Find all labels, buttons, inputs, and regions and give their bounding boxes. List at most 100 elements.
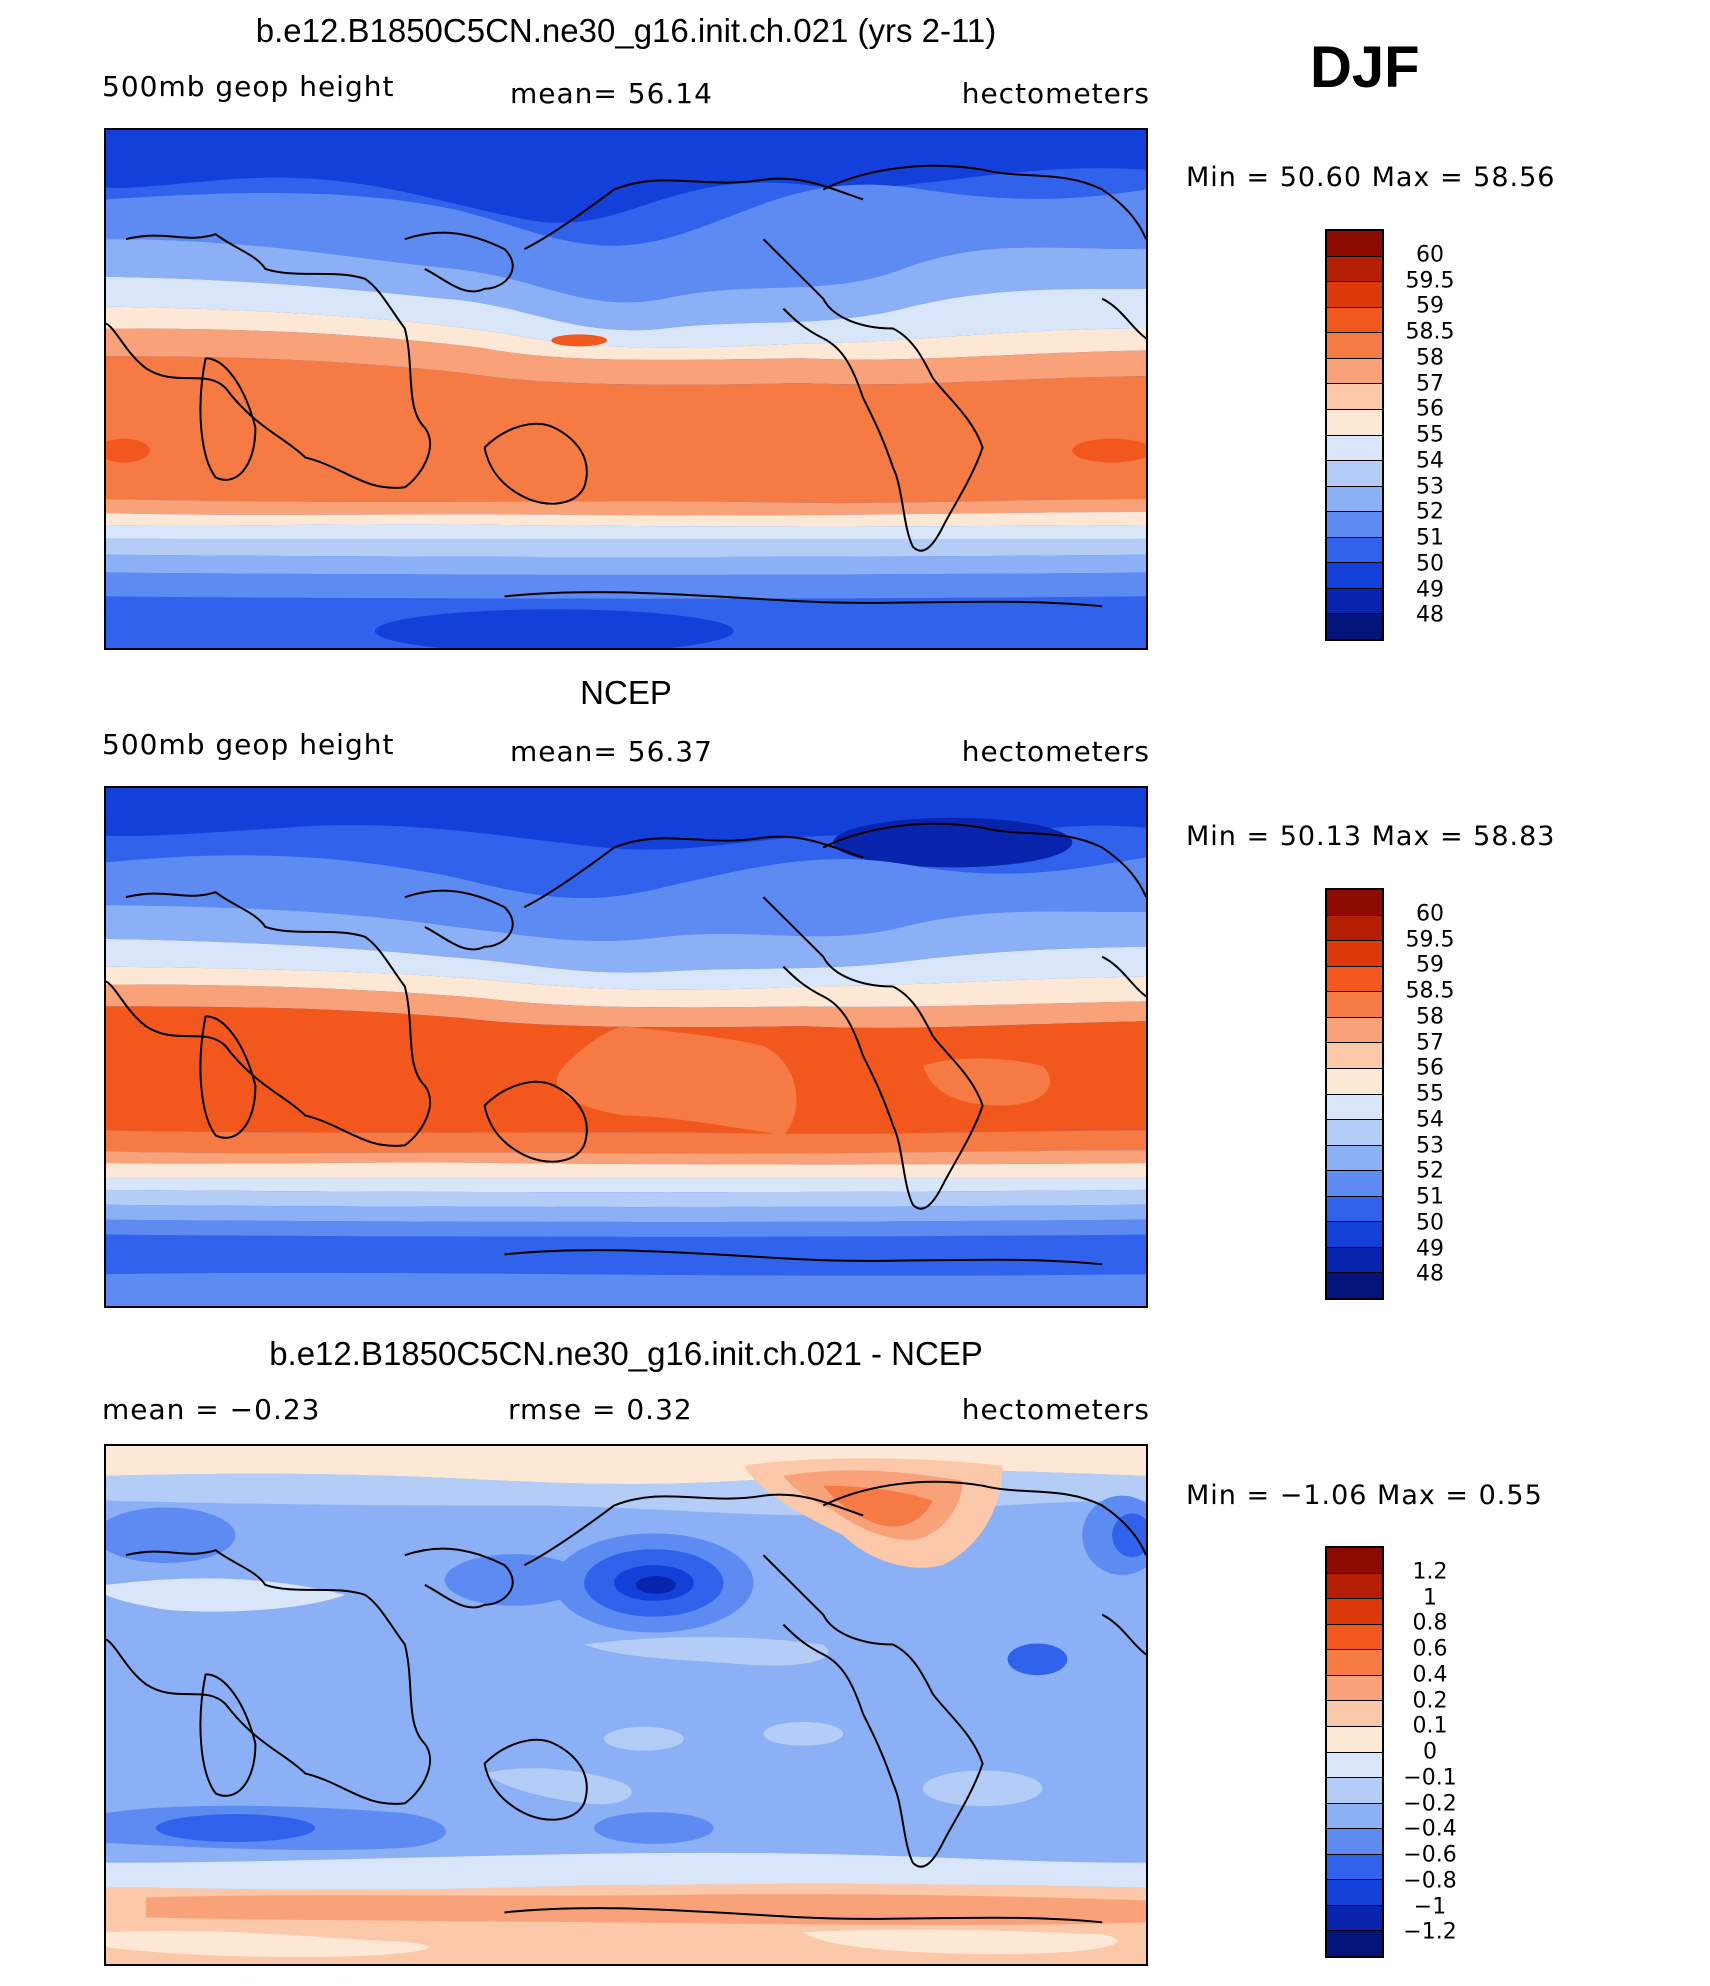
colorbar-swatch [1327,282,1382,308]
colorbar-swatch [1327,1573,1382,1600]
panel-1-map [104,128,1148,650]
colorbar-swatch [1327,1599,1382,1625]
colorbar-tick-label: 0.1 [1412,1713,1448,1739]
colorbar-tick-label: 48 [1416,602,1444,628]
colorbar-tick-label: −0.2 [1403,1791,1457,1816]
panel-3-colorbar-labels: 1.2 1 0.8 0.6 0.4 0.2 0.1 0 −0.1 −0.2 −0.4 −0.6 −0.8… [1400,1546,1480,1958]
colorbar-swatch [1327,1017,1382,1044]
colorbar-swatch [1327,1624,1382,1651]
panel-1-title: b.e12.B1850C5CN.ne30_g16.init.ch.021 (yr… [255,12,997,49]
colorbar-tick-label: 1 [1423,1585,1437,1610]
panel-3-title: b.e12.B1850C5CN.ne30_g16.init.ch.021 - N… [269,1335,983,1372]
colorbar-swatch [1327,358,1382,385]
colorbar-swatch [1327,1931,1382,1956]
colorbar-tick-label: 57 [1416,371,1444,396]
colorbar-swatch [1327,1778,1382,1804]
panel-2-colorbar [1325,888,1384,1300]
panel-3-map [104,1444,1148,1966]
colorbar-swatch [1327,1880,1382,1906]
colorbar-tick-label: 50 [1416,551,1444,577]
panel-2-units-label: hectometers [961,735,1150,768]
colorbar-tick-label: 52 [1416,499,1444,525]
colorbar-swatch [1327,1854,1382,1881]
colorbar-swatch [1327,1171,1382,1197]
colorbar-tick-label: 0.4 [1412,1662,1448,1688]
panel-1-contour-field [106,130,1146,648]
colorbar-tick-label: 56 [1416,396,1444,422]
colorbar-tick-label: 51 [1416,1184,1444,1210]
colorbar-tick-label: 49 [1416,1236,1444,1261]
colorbar-tick-label: −0.4 [1403,1816,1457,1842]
colorbar-tick-label: 60 [1416,242,1444,268]
colorbar-swatch [1327,1548,1382,1574]
panel-2-mean-label: mean= 56.37 [510,735,713,768]
colorbar-swatch [1327,1650,1382,1676]
colorbar-tick-label: −0.8 [1403,1868,1457,1894]
colorbar-tick-label: 58 [1416,345,1444,371]
colorbar-swatch [1327,1905,1382,1932]
colorbar-swatch [1327,1094,1382,1121]
colorbar-tick-label: 1.2 [1412,1559,1448,1585]
colorbar-swatch [1327,537,1382,564]
colorbar-tick-label: 0.8 [1412,1610,1448,1636]
colorbar-swatch [1327,1120,1382,1146]
colorbar-swatch [1327,512,1382,538]
colorbar-swatch [1327,307,1382,334]
colorbar-tick-label: −1.2 [1403,1919,1457,1945]
colorbar-tick-label: 56 [1416,1055,1444,1081]
panel-3-colorbar [1325,1546,1384,1958]
colorbar-swatch [1327,1068,1382,1095]
panel-2-title: NCEP [580,674,672,711]
colorbar-swatch [1327,435,1382,462]
colorbar-tick-label: 58 [1416,1004,1444,1030]
panel-3-rmse-label: rmse = 0.32 [508,1393,693,1426]
colorbar-tick-label: 59.5 [1405,927,1455,952]
colorbar-swatch [1327,1273,1382,1298]
colorbar-swatch [1327,1196,1382,1223]
panel-2-variable-label: 500mb geop height [102,728,395,761]
colorbar-tick-label: 60 [1416,901,1444,927]
panel-2-colorbar-labels: 60 59.5 59 58.5 58 57 56 55 54 53 52 51 50 49 48 [1400,888,1480,1300]
panel-1-mean-label: mean= 56.14 [510,77,713,110]
colorbar-tick-label: 48 [1416,1261,1444,1287]
colorbar-swatch [1327,992,1382,1018]
colorbar-swatch [1327,461,1382,487]
panel-2-contour-field [106,788,1146,1306]
panel-3-contour-field [106,1446,1146,1964]
colorbar-tick-label: 52 [1416,1158,1444,1184]
colorbar-swatch [1327,256,1382,283]
colorbar-tick-label: 55 [1416,422,1444,448]
colorbar-tick-label: 54 [1416,1107,1444,1133]
colorbar-swatch [1327,890,1382,916]
panel-2-minmax: Min = 50.13 Max = 58.83 [1186,821,1556,852]
colorbar-tick-label: −1 [1413,1894,1447,1919]
colorbar-swatch [1327,333,1382,359]
colorbar-swatch [1327,1145,1382,1172]
colorbar-tick-label: 59 [1416,952,1444,978]
panel-3-units-label: hectometers [961,1393,1150,1426]
colorbar-tick-label: 59 [1416,293,1444,319]
colorbar-swatch [1327,614,1382,639]
colorbar-swatch [1327,1222,1382,1248]
colorbar-swatch [1327,915,1382,942]
colorbar-tick-label: 49 [1416,577,1444,602]
colorbar-tick-label: 57 [1416,1030,1444,1055]
colorbar-swatch [1327,1726,1382,1753]
panel-1-variable-label: 500mb geop height [102,70,395,103]
panel-3-mean-label: mean = −0.23 [102,1393,321,1426]
colorbar-tick-label: −0.6 [1403,1842,1457,1868]
colorbar-tick-label: 55 [1416,1081,1444,1107]
colorbar-tick-label: 0 [1423,1739,1437,1765]
colorbar-swatch [1327,486,1382,513]
panel-2-map [104,786,1148,1308]
colorbar-tick-label: 0.2 [1412,1688,1448,1713]
panel-3-minmax: Min = −1.06 Max = 0.55 [1186,1480,1543,1511]
colorbar-swatch [1327,1803,1382,1830]
colorbar-swatch [1327,1043,1382,1069]
colorbar-swatch [1327,588,1382,615]
colorbar-swatch [1327,409,1382,436]
colorbar-tick-label: 53 [1416,474,1444,499]
colorbar-swatch [1327,1675,1382,1702]
colorbar-swatch [1327,1752,1382,1779]
colorbar-tick-label: 59.5 [1405,268,1455,293]
